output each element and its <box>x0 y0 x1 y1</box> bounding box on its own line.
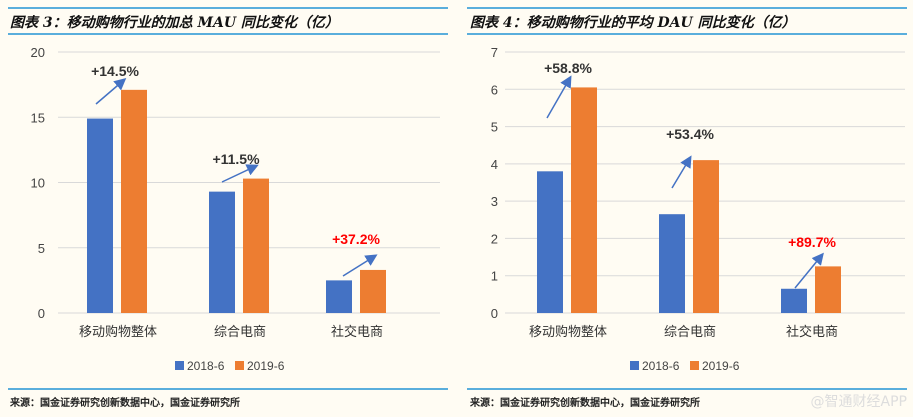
bar-2018-6 <box>87 118 113 314</box>
arrow-annotation <box>342 254 378 277</box>
y-tick-label: 7 <box>491 45 498 60</box>
legend-label: 2018-6 <box>642 359 680 373</box>
x-tick-label: 社交电商 <box>331 324 383 340</box>
source-right: 来源：国金证券研究创新数据中心，国金证券研究所 <box>470 398 700 409</box>
chart-title-right: 图表 4：移动购物行业的平均 DAU 同比变化（亿） <box>470 15 796 31</box>
legend-label: 2019-6 <box>247 359 285 373</box>
growth-label: +37.2% <box>332 231 380 247</box>
bar-2018-6 <box>537 171 563 313</box>
growth-label: +14.5% <box>91 63 139 79</box>
y-tick-label: 6 <box>491 82 498 97</box>
legend-swatch <box>235 361 244 370</box>
bar-2019-6 <box>571 87 597 314</box>
growth-label: +89.7% <box>788 234 836 250</box>
y-tick-label: 0 <box>38 306 45 321</box>
x-tick-label: 综合电商 <box>214 325 266 340</box>
x-tick-label: 社交电商 <box>786 324 838 340</box>
arrow-annotation <box>95 78 127 105</box>
arrow-annotation <box>794 252 824 289</box>
watermark: @智通财经APP <box>810 394 907 410</box>
bar-2019-6 <box>121 89 147 313</box>
top-rule-right <box>467 7 907 9</box>
growth-label: +11.5% <box>212 151 260 167</box>
bar-2019-6 <box>243 178 269 313</box>
y-tick-label: 10 <box>31 176 45 191</box>
bar-2018-6 <box>209 191 235 313</box>
bar-2018-6 <box>781 288 807 313</box>
bar-2018-6 <box>326 280 352 313</box>
growth-label: +58.8% <box>544 60 592 76</box>
y-tick-label: 1 <box>491 269 498 284</box>
legend-swatch <box>175 361 184 370</box>
title-rule-left <box>8 33 448 35</box>
legend-swatch <box>630 361 639 370</box>
chart-title-left: 图表 3：移动购物行业的加总 MAU 同比变化（亿） <box>10 15 339 31</box>
bottom-rule-right <box>467 388 907 390</box>
growth-label: +53.4% <box>666 126 714 142</box>
y-tick-label: 15 <box>31 110 45 125</box>
arrow-annotation <box>546 75 572 119</box>
y-tick-label: 20 <box>31 45 45 60</box>
arrow-annotation <box>221 164 259 183</box>
y-tick-label: 5 <box>38 241 45 256</box>
bottom-rule-left <box>8 388 448 390</box>
x-tick-label: 移动购物整体 <box>79 324 157 340</box>
y-tick-label: 2 <box>491 231 498 246</box>
source-left: 来源：国金证券研究创新数据中心，国金证券研究所 <box>10 398 240 409</box>
legend-label: 2018-6 <box>187 359 225 373</box>
bar-2018-6 <box>659 214 685 313</box>
y-tick-label: 3 <box>491 194 498 209</box>
x-tick-label: 移动购物整体 <box>529 324 607 340</box>
bar-2019-6 <box>693 160 719 313</box>
y-tick-label: 4 <box>491 157 498 172</box>
bar-2019-6 <box>815 266 841 313</box>
y-tick-label: 0 <box>491 306 498 321</box>
legend-label: 2019-6 <box>702 359 740 373</box>
legend-swatch <box>690 361 699 370</box>
y-tick-label: 5 <box>491 120 498 135</box>
arrow-annotation <box>671 155 692 189</box>
x-tick-label: 综合电商 <box>664 325 716 340</box>
top-rule-left <box>8 7 448 9</box>
title-rule-right <box>467 33 907 35</box>
bar-2019-6 <box>360 269 386 313</box>
